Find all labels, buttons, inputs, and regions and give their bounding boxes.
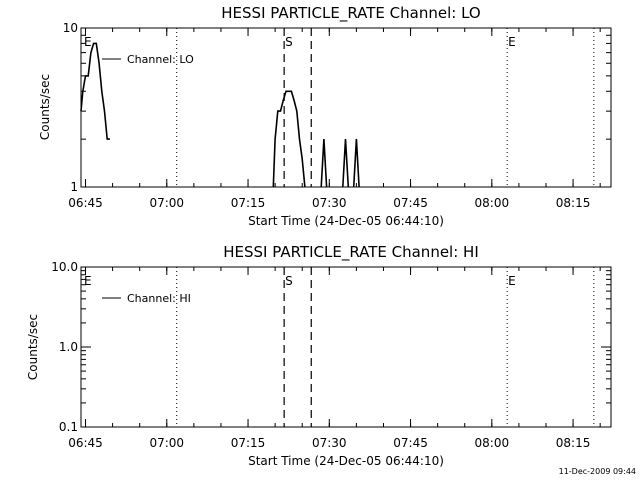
x-tick-label: 08:15	[556, 196, 591, 210]
y-tick-label: 1	[70, 180, 78, 194]
marker-label: E	[84, 35, 92, 49]
legend-label: Channel: HI	[127, 292, 191, 305]
x-axis-label: Start Time (24-Dec-05 06:44:10)	[248, 454, 444, 468]
legend: Channel: HI	[102, 292, 191, 305]
legend-label: Channel: LO	[127, 53, 194, 66]
x-tick-label: 07:15	[231, 196, 266, 210]
legend: Channel: LO	[102, 53, 194, 66]
series-line	[320, 139, 328, 188]
y-axis-label: Counts/sec	[38, 74, 52, 140]
chart-title: HESSI PARTICLE_RATE Channel: HI	[223, 243, 479, 262]
chart-title: HESSI PARTICLE_RATE Channel: LO	[221, 4, 480, 23]
x-tick-label: 06:45	[68, 436, 103, 450]
x-tick-label: 07:45	[393, 196, 428, 210]
marker-label: S	[285, 274, 293, 288]
x-tick-label: 08:15	[556, 436, 591, 450]
x-tick-label: 07:45	[393, 436, 428, 450]
x-tick-label: 08:00	[475, 196, 510, 210]
marker-label: S	[285, 35, 293, 49]
x-tick-label: 07:00	[149, 196, 184, 210]
x-tick-label: 08:00	[475, 436, 510, 450]
marker-label: E	[508, 35, 516, 49]
series-line	[80, 42, 110, 140]
x-tick-label: 07:30	[312, 436, 347, 450]
x-tick-label: 07:00	[149, 436, 184, 450]
y-tick-label: 1.0	[59, 340, 78, 354]
x-axis-label: Start Time (24-Dec-05 06:44:10)	[248, 214, 444, 228]
plot-frame	[80, 27, 612, 188]
marker-label: E	[84, 274, 92, 288]
footer-timestamp: 11-Dec-2009 09:44	[559, 467, 636, 476]
plot-frame	[80, 266, 612, 428]
marker-label: E	[508, 274, 516, 288]
x-tick-label: 06:45	[68, 196, 103, 210]
series-line	[352, 139, 360, 188]
series-line	[342, 139, 350, 188]
y-axis-label: Counts/sec	[26, 314, 40, 380]
series-line	[272, 90, 306, 188]
y-tick-label: 0.1	[59, 420, 78, 434]
chart-panel-hi: HESSI PARTICLE_RATE Channel: HI Counts/s…	[26, 243, 612, 468]
chart-panel-lo: HESSI PARTICLE_RATE Channel: LO Counts/s…	[38, 4, 612, 228]
x-tick-label: 07:30	[312, 196, 347, 210]
y-tick-label: 10.0	[51, 260, 78, 274]
y-tick-label: 10	[63, 21, 78, 35]
x-tick-label: 07:15	[231, 436, 266, 450]
